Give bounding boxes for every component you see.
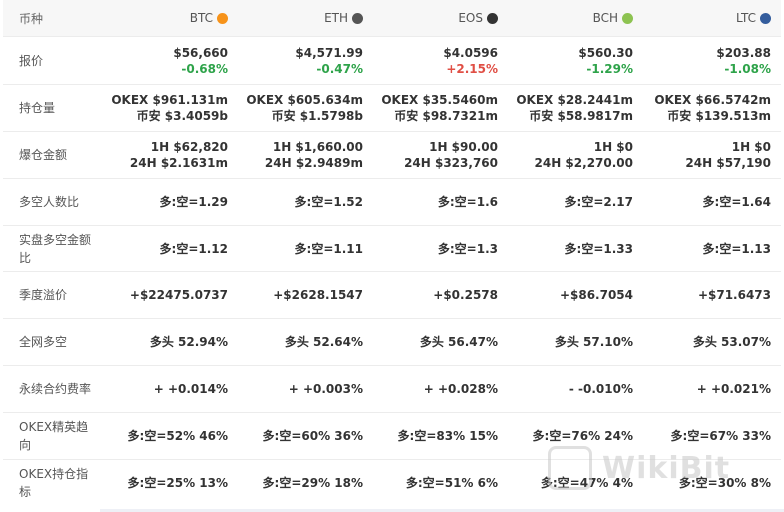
liquidation-cell-eos: 1H $90.00 24H $323,760 [373, 131, 508, 179]
okex-position-cell: 多:空=51% 6% [373, 459, 508, 507]
row-label-long-short-people: 多空人数比 [3, 178, 103, 226]
header-coin-ltc[interactable]: LTC [643, 0, 781, 37]
table-row-funding-rate: 永续合约费率 + +0.014% + +0.003% + +0.028% - -… [3, 365, 781, 413]
liquidation-cell-bch: 1H $0 24H $2,270.00 [508, 131, 643, 179]
network-long-short-cell: 多头 53.07% [643, 318, 781, 366]
row-label-price: 报价 [3, 36, 103, 85]
table-row-liquidation: 爆仓金额 1H $62,820 24H $2.1631m 1H $1,660.00… [3, 131, 781, 179]
price-cell-ltc: $203.88 -1.08% [643, 36, 781, 85]
funding-rate-cell: + +0.028% [373, 365, 508, 413]
network-long-short-cell: 多头 52.64% [238, 318, 373, 366]
holdings-cell-eos: OKEX $35.5460m 币安 $98.7321m [373, 84, 508, 132]
holdings-cell-btc: OKEX $961.131m 币安 $3.4059b [103, 84, 238, 132]
funding-rate-cell: - -0.010% [508, 365, 643, 413]
row-label-liquidation: 爆仓金额 [3, 131, 103, 179]
okex-elite-cell: 多:空=52% 46% [103, 412, 238, 460]
okex-position-cell: 多:空=29% 18% [238, 459, 373, 507]
header-coin-eos[interactable]: EOS [373, 0, 508, 37]
table-row-long-short-amount: 实盘多空金额比 多:空=1.12 多:空=1.11 多:空=1.3 多:空=1.… [3, 225, 781, 272]
quarterly-premium-cell: +$22475.0737 [103, 271, 238, 319]
okex-elite-cell: 多:空=67% 33% [643, 412, 781, 460]
funding-rate-cell: + +0.003% [238, 365, 373, 413]
liquidation-cell-eth: 1H $1,660.00 24H $2.9489m [238, 131, 373, 179]
funding-rate-cell: + +0.021% [643, 365, 781, 413]
long-short-people-cell: 多:空=1.6 [373, 178, 508, 226]
long-short-amount-cell: 多:空=1.3 [373, 225, 508, 272]
table-row-network-long-short: 全网多空 多头 52.94% 多头 52.64% 多头 56.47% 多头 57… [3, 318, 781, 366]
row-label-funding-rate: 永续合约费率 [3, 365, 103, 413]
price-cell-eos: $4.0596 +2.15% [373, 36, 508, 85]
row-label-long-short-amount: 实盘多空金额比 [3, 225, 103, 272]
price-cell-bch: $560.30 -1.29% [508, 36, 643, 85]
bitcoin-cash-icon [622, 12, 633, 24]
long-short-amount-cell: 多:空=1.12 [103, 225, 238, 272]
liquidation-cell-btc: 1H $62,820 24H $2.1631m [103, 131, 238, 179]
long-short-people-cell: 多:空=1.64 [643, 178, 781, 226]
coin-data-table: 币种 BTC ETH EOS BCH LTC 报价 $56,660 -0.68% … [3, 0, 781, 507]
funding-rate-cell: + +0.014% [103, 365, 238, 413]
okex-position-cell: 多:空=30% 8% [643, 459, 781, 507]
row-label-holdings: 持仓量 [3, 84, 103, 132]
quarterly-premium-cell: +$0.2578 [373, 271, 508, 319]
network-long-short-cell: 多头 52.94% [103, 318, 238, 366]
liquidation-cell-ltc: 1H $0 24H $57,190 [643, 131, 781, 179]
table-row-okex-position: OKEX持仓指标 多:空=25% 13% 多:空=29% 18% 多:空=51%… [3, 459, 781, 507]
okex-elite-cell: 多:空=60% 36% [238, 412, 373, 460]
price-cell-eth: $4,571.99 -0.47% [238, 36, 373, 85]
okex-elite-cell: 多:空=76% 24% [508, 412, 643, 460]
long-short-amount-cell: 多:空=1.13 [643, 225, 781, 272]
ethereum-icon [352, 12, 363, 24]
quarterly-premium-cell: +$86.7054 [508, 271, 643, 319]
table-row-quarterly-premium: 季度溢价 +$22475.0737 +$2628.1547 +$0.2578 +… [3, 271, 781, 319]
table-header-row: 币种 BTC ETH EOS BCH LTC [3, 0, 781, 37]
row-label-quarterly-premium: 季度溢价 [3, 271, 103, 319]
row-label-okex-elite: OKEX精英趋向 [3, 412, 103, 460]
long-short-amount-cell: 多:空=1.33 [508, 225, 643, 272]
long-short-people-cell: 多:空=1.52 [238, 178, 373, 226]
long-short-people-cell: 多:空=1.29 [103, 178, 238, 226]
header-coin-bch[interactable]: BCH [508, 0, 643, 37]
row-label-okex-position: OKEX持仓指标 [3, 459, 103, 507]
header-label: 币种 [3, 0, 103, 37]
table-row-okex-elite: OKEX精英趋向 多:空=52% 46% 多:空=60% 36% 多:空=83%… [3, 412, 781, 460]
network-long-short-cell: 多头 56.47% [373, 318, 508, 366]
long-short-amount-cell: 多:空=1.11 [238, 225, 373, 272]
holdings-cell-ltc: OKEX $66.5742m 币安 $139.513m [643, 84, 781, 132]
header-coin-eth[interactable]: ETH [238, 0, 373, 37]
row-label-network-long-short: 全网多空 [3, 318, 103, 366]
eos-icon [487, 12, 498, 24]
bitcoin-icon [217, 12, 228, 24]
okex-position-cell: 多:空=47% 4% [508, 459, 643, 507]
holdings-cell-eth: OKEX $605.634m 币安 $1.5798b [238, 84, 373, 132]
price-cell-btc: $56,660 -0.68% [103, 36, 238, 85]
litecoin-icon [760, 12, 771, 24]
table-row-price: 报价 $56,660 -0.68% $4,571.99 -0.47% $4.0596… [3, 36, 781, 85]
table-row-long-short-people: 多空人数比 多:空=1.29 多:空=1.52 多:空=1.6 多:空=2.17… [3, 178, 781, 226]
table-row-holdings: 持仓量 OKEX $961.131m 币安 $3.4059b OKEX $605.… [3, 84, 781, 132]
bottom-divider [100, 509, 784, 512]
network-long-short-cell: 多头 57.10% [508, 318, 643, 366]
holdings-cell-bch: OKEX $28.2441m 币安 $58.9817m [508, 84, 643, 132]
okex-position-cell: 多:空=25% 13% [103, 459, 238, 507]
header-coin-btc[interactable]: BTC [103, 0, 238, 37]
quarterly-premium-cell: +$2628.1547 [238, 271, 373, 319]
quarterly-premium-cell: +$71.6473 [643, 271, 781, 319]
okex-elite-cell: 多:空=83% 15% [373, 412, 508, 460]
long-short-people-cell: 多:空=2.17 [508, 178, 643, 226]
